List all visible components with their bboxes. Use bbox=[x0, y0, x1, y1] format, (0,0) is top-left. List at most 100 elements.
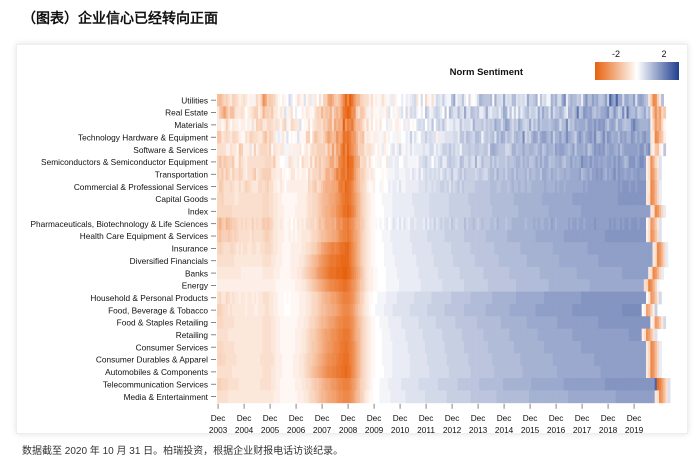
heatmap-cell bbox=[600, 365, 604, 379]
heatmap-cell bbox=[360, 378, 363, 391]
heatmap-cell bbox=[602, 266, 606, 280]
heatmap-cell bbox=[297, 291, 300, 305]
heatmap-cell bbox=[529, 279, 532, 292]
heatmap-cell bbox=[507, 242, 511, 255]
heatmap-cell bbox=[266, 303, 270, 317]
heatmap-cell bbox=[422, 155, 426, 169]
heatmap-cell bbox=[557, 180, 560, 194]
heatmap-cell bbox=[431, 155, 435, 169]
heatmap-cell bbox=[481, 279, 485, 292]
heatmap-cell bbox=[295, 303, 298, 317]
heatmap-cell bbox=[483, 266, 487, 280]
heatmap-cell bbox=[288, 365, 292, 379]
heatmap-cell bbox=[485, 229, 489, 243]
heatmap-cell bbox=[370, 279, 374, 292]
heatmap-cell bbox=[485, 217, 489, 231]
heatmap-cell bbox=[373, 303, 376, 317]
heatmap-cell bbox=[444, 353, 448, 367]
heatmap-cell bbox=[394, 242, 398, 255]
heatmap-cell bbox=[487, 205, 491, 218]
heatmap-cell bbox=[581, 266, 584, 280]
heatmap-cell bbox=[587, 254, 591, 268]
heatmap-cell bbox=[661, 205, 664, 218]
heatmap-cell bbox=[656, 254, 660, 268]
heatmap-cell bbox=[565, 303, 569, 317]
heatmap-cell bbox=[435, 229, 439, 243]
heatmap-cell bbox=[247, 254, 251, 268]
heatmap-cell bbox=[643, 378, 647, 391]
heatmap-cell bbox=[596, 341, 599, 354]
heatmap-cell bbox=[412, 205, 415, 218]
heatmap-cell bbox=[351, 131, 355, 144]
heatmap-cell bbox=[461, 229, 465, 243]
heatmap-cell bbox=[264, 291, 268, 305]
heatmap-cell bbox=[654, 291, 658, 305]
heatmap-cell bbox=[323, 279, 326, 292]
heatmap-cell bbox=[249, 168, 253, 181]
heatmap-cell bbox=[266, 341, 270, 354]
heatmap-cell bbox=[403, 217, 407, 231]
heatmap-cell bbox=[652, 118, 656, 132]
heatmap-cell bbox=[431, 143, 435, 157]
heatmap-cell bbox=[646, 217, 649, 231]
heatmap-cell bbox=[654, 180, 658, 194]
heatmap-cell bbox=[262, 155, 266, 169]
heatmap-cell bbox=[617, 341, 621, 354]
heatmap-cell bbox=[633, 303, 636, 317]
heatmap-cell bbox=[308, 94, 311, 107]
heatmap-cell bbox=[568, 266, 571, 280]
heatmap-cell bbox=[297, 118, 300, 132]
heatmap-cell bbox=[258, 168, 261, 181]
heatmap-cell bbox=[492, 279, 495, 292]
heatmap-cell bbox=[381, 118, 385, 132]
heatmap-cell bbox=[299, 205, 303, 218]
heatmap-cell bbox=[481, 378, 485, 391]
heatmap-cell bbox=[331, 168, 335, 181]
heatmap-cell bbox=[377, 106, 381, 120]
heatmap-cell bbox=[258, 303, 261, 317]
heatmap-cell bbox=[386, 180, 389, 194]
heatmap-cell bbox=[444, 378, 448, 391]
heatmap-cell bbox=[552, 229, 556, 243]
heatmap-cell bbox=[589, 155, 593, 169]
heatmap-cell bbox=[609, 365, 612, 379]
heatmap-cell bbox=[546, 106, 550, 120]
heatmap-cell bbox=[377, 365, 381, 379]
heatmap-cell bbox=[444, 341, 448, 354]
heatmap-cell bbox=[557, 378, 560, 391]
heatmap-cell bbox=[221, 205, 225, 218]
heatmap-cell bbox=[585, 131, 589, 144]
heatmap-cell bbox=[533, 328, 537, 342]
heatmap-cell bbox=[355, 291, 359, 305]
heatmap-cell bbox=[377, 341, 381, 354]
heatmap-cell bbox=[318, 205, 322, 218]
heatmap-cell bbox=[513, 316, 517, 330]
heatmap-cell bbox=[269, 217, 272, 231]
heatmap-cell bbox=[305, 316, 309, 330]
heatmap-cell bbox=[604, 353, 608, 367]
heatmap-cell bbox=[544, 303, 547, 317]
heatmap-cell bbox=[344, 217, 348, 231]
heatmap-cell bbox=[520, 217, 524, 231]
heatmap-cell bbox=[496, 205, 500, 218]
heatmap-cell bbox=[457, 229, 461, 243]
heatmap-cell bbox=[390, 291, 394, 305]
heatmap-cell bbox=[422, 279, 426, 292]
heatmap-cell bbox=[312, 353, 316, 367]
heatmap-cell bbox=[650, 279, 654, 292]
heatmap-cell bbox=[327, 217, 331, 231]
heatmap-cell bbox=[570, 279, 573, 292]
heatmap-cell bbox=[544, 131, 547, 144]
heatmap-cell bbox=[234, 229, 238, 243]
heatmap-cell bbox=[368, 155, 372, 169]
heatmap-cell bbox=[221, 180, 225, 194]
heatmap-cell bbox=[360, 266, 363, 280]
heatmap-row bbox=[217, 94, 664, 107]
heatmap-cell bbox=[626, 192, 630, 206]
heatmap-cell bbox=[431, 365, 435, 379]
heatmap-cell bbox=[253, 303, 257, 317]
heatmap-cell bbox=[288, 341, 292, 354]
heatmap-cell bbox=[589, 118, 593, 132]
heatmap-cell bbox=[574, 303, 578, 317]
heatmap-cell bbox=[615, 266, 619, 280]
